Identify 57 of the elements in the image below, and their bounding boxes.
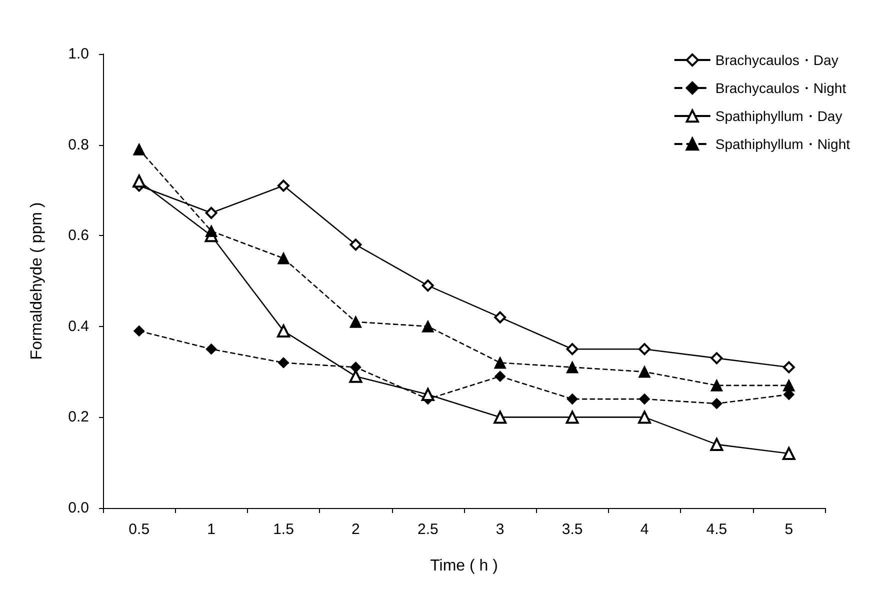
- point: [710, 352, 723, 364]
- x-tick-label: 0.5: [128, 521, 150, 538]
- point: [350, 238, 362, 251]
- point: [205, 206, 218, 219]
- y-tick-label: 0.4: [68, 318, 89, 335]
- x-axis-title: Time ( h ): [430, 558, 498, 574]
- point: [710, 379, 723, 392]
- point: [494, 410, 507, 424]
- point: [349, 370, 362, 383]
- point: [278, 252, 290, 264]
- x-tick-label: 1.5: [273, 521, 294, 538]
- point: [205, 225, 218, 238]
- legend-label: Brachycaulos・Day: [715, 52, 838, 68]
- point: [638, 366, 650, 378]
- point: [782, 447, 796, 460]
- x-tick-label: 3.5: [562, 521, 583, 538]
- x-tick-label: 3: [496, 521, 504, 538]
- legend-label: Spathiphyllum・Day: [715, 108, 842, 124]
- y-axis-title: Formaldehyde ( ppm ): [28, 202, 46, 360]
- point: [350, 316, 362, 328]
- point: [494, 370, 506, 382]
- y-tick-label: 1.0: [68, 46, 89, 62]
- point: [422, 280, 434, 292]
- point: [132, 174, 146, 188]
- point: [566, 394, 578, 405]
- x-tick-label: 4.5: [706, 521, 728, 538]
- point: [134, 325, 145, 336]
- y-tick-label: 0.2: [68, 408, 89, 426]
- x-tick-label: 2.5: [417, 521, 438, 538]
- point: [422, 320, 434, 332]
- point: [494, 356, 506, 369]
- point: [278, 180, 290, 192]
- x-tick-label: 1: [207, 521, 216, 538]
- point: [710, 438, 724, 451]
- point: [277, 324, 290, 338]
- point: [711, 398, 722, 410]
- point: [278, 357, 289, 368]
- point: [782, 379, 795, 392]
- y-tick-label: 0.8: [68, 136, 89, 154]
- point: [206, 344, 217, 355]
- point: [494, 311, 506, 324]
- y-tick-label: 0.0: [68, 500, 89, 516]
- x-tick-label: 5: [784, 521, 794, 538]
- legend-label: Spathiphyllum・Night: [715, 136, 850, 152]
- point: [638, 343, 650, 356]
- legend-label: Brachycaulos・Night: [715, 80, 846, 96]
- x-tick-label: 2: [352, 521, 360, 538]
- y-tick-label: 0.6: [68, 227, 89, 244]
- point: [566, 361, 578, 374]
- point: [566, 343, 578, 356]
- point: [421, 388, 434, 401]
- point: [566, 410, 579, 424]
- point: [133, 143, 146, 156]
- point: [639, 394, 650, 405]
- x-tick-label: 4: [640, 521, 649, 538]
- point: [638, 410, 651, 424]
- point: [782, 361, 795, 374]
